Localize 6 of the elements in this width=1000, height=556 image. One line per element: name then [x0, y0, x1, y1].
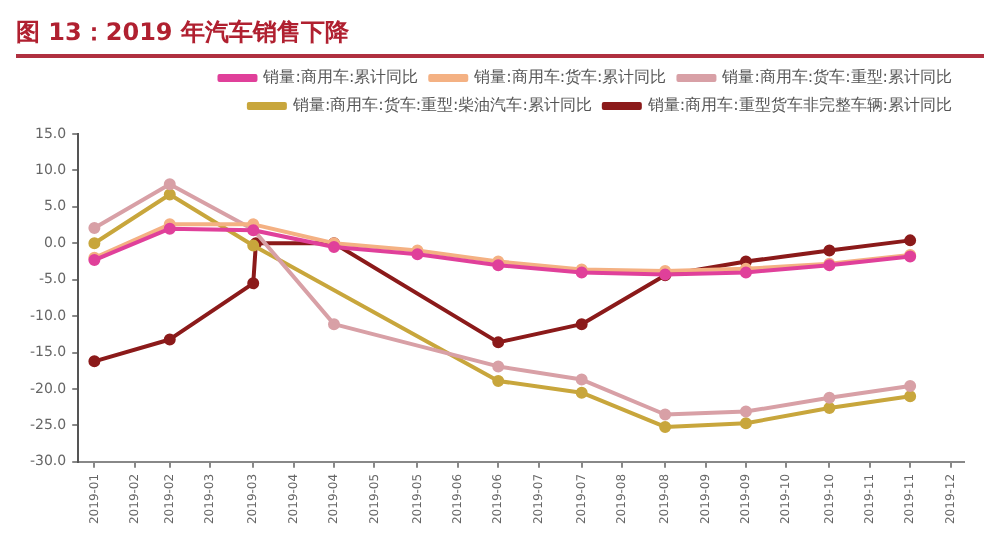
legend-label: 销量:商用车:货车:重型:柴油汽车:累计同比: [290, 96, 592, 115]
legend-label: 销量:商用车:重型货车非完整车辆:累计同比: [645, 96, 953, 115]
legend-label: 销量:商用车:货车:累计同比: [472, 68, 667, 87]
legend-label: 销量:商用车:累计同比: [261, 68, 419, 87]
legend-label: 销量:商用车:货车:重型:累计同比: [720, 68, 952, 87]
chart-title: 图 13：2019 年汽车销售下降: [16, 16, 984, 58]
